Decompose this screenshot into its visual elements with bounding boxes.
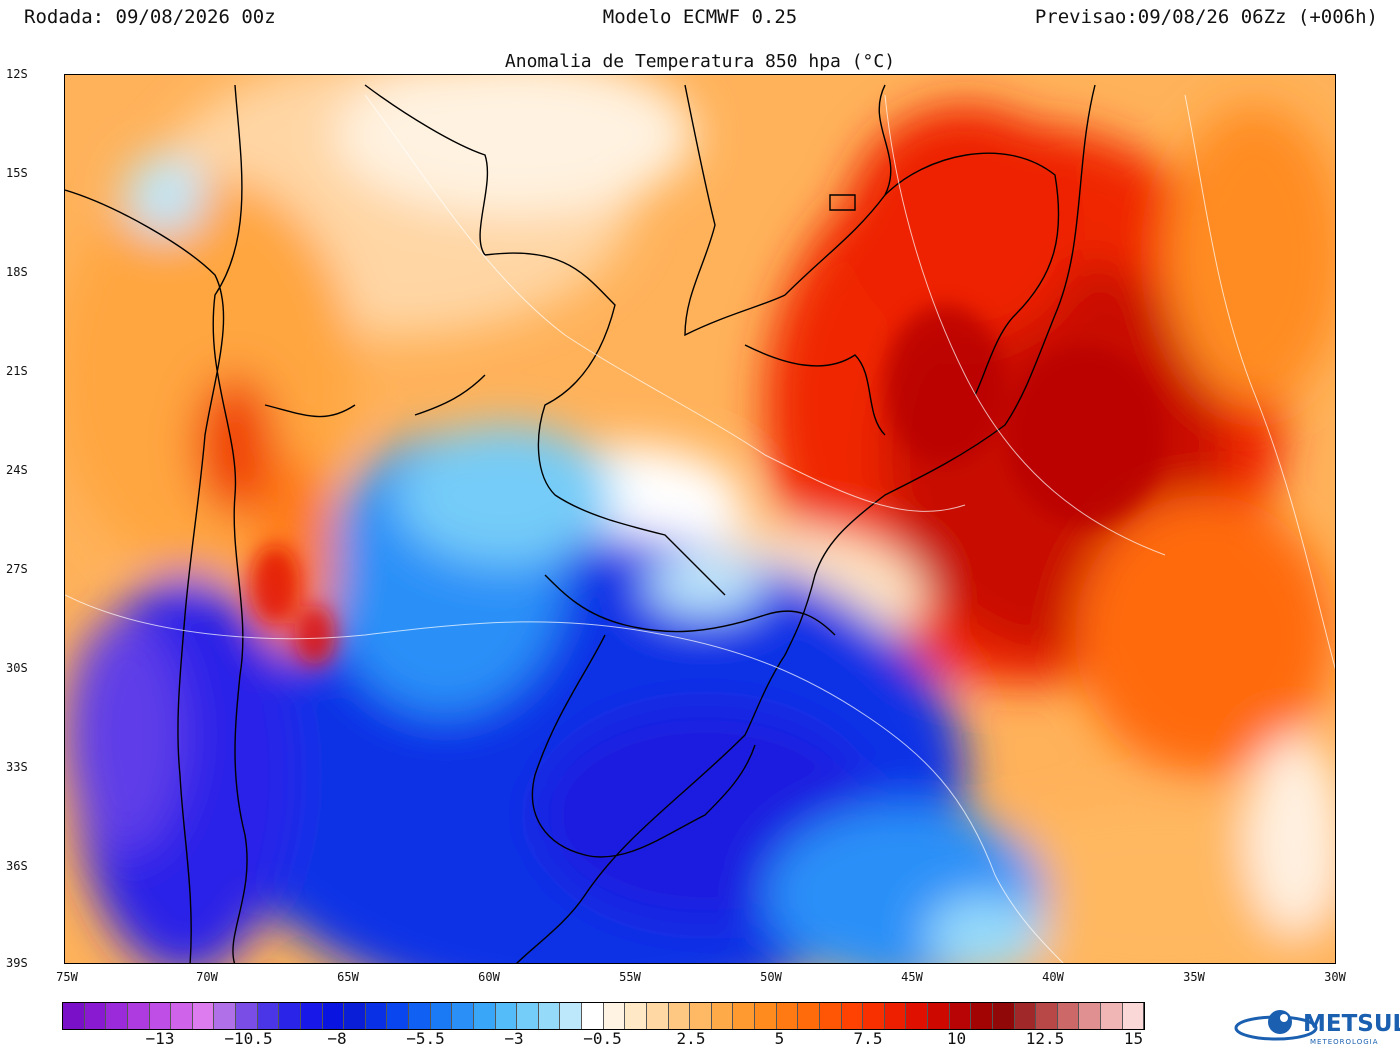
metsul-logo-icon: [1234, 1010, 1318, 1041]
colorbar-swatch: [84, 1003, 107, 1029]
lon-tick: 35W: [1183, 970, 1205, 984]
colorbar-swatch: [798, 1003, 820, 1029]
colorbar-swatch: [1014, 1003, 1037, 1029]
colorbar-swatch: [1036, 1003, 1058, 1029]
colorbar-label: −5.5: [406, 1029, 445, 1048]
colorbar-swatch: [819, 1003, 842, 1029]
colorbar-swatch: [733, 1003, 755, 1029]
colorbar-swatch: [171, 1003, 193, 1029]
colorbar-swatch: [149, 1003, 172, 1029]
lon-tick: 55W: [619, 970, 641, 984]
colorbar-swatch: [106, 1003, 128, 1029]
colorbar-swatch: [63, 1003, 85, 1029]
colorbar-swatch: [300, 1003, 323, 1029]
colorbar-swatch: [192, 1003, 215, 1029]
lat-tick: 33S: [6, 760, 28, 774]
colorbar-label: 2.5: [676, 1029, 706, 1048]
colorbar-swatch: [668, 1003, 691, 1029]
colorbar-label: 12.5: [1025, 1029, 1065, 1048]
colorbar: [62, 1002, 1146, 1030]
colorbar-swatch: [214, 1003, 236, 1029]
colorbar-swatch: [1057, 1003, 1080, 1029]
colorbar-swatch: [711, 1003, 734, 1029]
logo-name: METSUL: [1303, 1011, 1400, 1037]
temperature-anomaly-map[interactable]: [64, 74, 1336, 964]
colorbar-label: 10: [946, 1029, 967, 1048]
colorbar-swatch: [365, 1003, 388, 1029]
contour-lines: [65, 94, 1335, 963]
colorbar-swatch: [884, 1003, 907, 1029]
colorbar-swatch: [992, 1003, 1015, 1029]
lat-tick: 27S: [6, 562, 28, 576]
lat-tick: 12S: [6, 67, 28, 81]
colorbar-label: −8: [327, 1029, 347, 1048]
forecast-time-label: Previsao:09/08/26 06Zz (+006h): [1034, 6, 1378, 28]
colorbar-swatch: [690, 1003, 712, 1029]
colorbar-swatch: [560, 1003, 582, 1029]
colorbar-label: 5: [774, 1029, 785, 1048]
colorbar-swatch: [906, 1003, 928, 1029]
colorbar-swatch: [322, 1003, 345, 1029]
colorbar-swatch: [495, 1003, 518, 1029]
colorbar-swatch: [841, 1003, 864, 1029]
colorbar-label: 7.5: [853, 1029, 883, 1048]
lon-tick: 60W: [478, 970, 500, 984]
colorbar-swatch: [517, 1003, 539, 1029]
model-label: Modelo ECMWF 0.25: [602, 6, 798, 28]
lon-tick: 50W: [760, 970, 782, 984]
colorbar-swatch: [582, 1003, 604, 1029]
colorbar-swatch: [625, 1003, 647, 1029]
lat-tick: 15S: [6, 166, 28, 180]
lat-tick: 36S: [6, 859, 28, 873]
lat-tick: 39S: [6, 956, 28, 970]
map-title: Anomalia de Temperatura 850 hpa (°C): [504, 51, 896, 72]
colorbar-label: 15: [1123, 1029, 1144, 1048]
lon-tick: 65W: [337, 970, 359, 984]
colorbar-swatch: [452, 1003, 474, 1029]
colorbar-label: −13: [145, 1029, 175, 1048]
colorbar-swatch: [863, 1003, 885, 1029]
run-time-label: Rodada: 09/08/2026 00z: [24, 6, 276, 28]
colorbar-swatch: [1122, 1003, 1145, 1029]
lat-tick: 21S: [6, 364, 28, 378]
anomaly-field: [65, 75, 1335, 963]
colorbar-label: −0.5: [583, 1029, 622, 1048]
colorbar-swatch: [257, 1003, 280, 1029]
lat-tick: 30S: [6, 661, 28, 675]
colorbar-swatch: [279, 1003, 301, 1029]
colorbar-swatch: [971, 1003, 993, 1029]
colorbar-swatch: [949, 1003, 972, 1029]
logo-subtitle: METEOROLOGIA: [1310, 1038, 1379, 1046]
colorbar-label: −10.5: [224, 1029, 273, 1048]
colorbar-swatch: [603, 1003, 626, 1029]
colorbar-swatch: [538, 1003, 561, 1029]
colorbar-swatch: [755, 1003, 777, 1029]
colorbar-swatch: [473, 1003, 496, 1029]
colorbar-swatch: [1101, 1003, 1123, 1029]
lon-tick: 75W: [56, 970, 78, 984]
colorbar-label: −3: [504, 1029, 524, 1048]
colorbar-swatch: [387, 1003, 409, 1029]
colorbar-swatch: [928, 1003, 950, 1029]
lon-tick: 30W: [1324, 970, 1346, 984]
borders-lines: [65, 84, 1096, 963]
lat-tick: 18S: [6, 265, 28, 279]
colorbar-swatch: [344, 1003, 366, 1029]
lon-tick: 45W: [901, 970, 923, 984]
colorbar-swatch: [430, 1003, 453, 1029]
colorbar-swatch: [127, 1003, 150, 1029]
lon-tick: 70W: [196, 970, 218, 984]
colorbar-swatch: [1079, 1003, 1101, 1029]
colorbar-swatch: [776, 1003, 799, 1029]
colorbar-swatch: [409, 1003, 431, 1029]
lat-tick: 24S: [6, 463, 28, 477]
colorbar-swatch: [646, 1003, 669, 1029]
colorbar-swatch: [236, 1003, 258, 1029]
lon-tick: 40W: [1042, 970, 1064, 984]
